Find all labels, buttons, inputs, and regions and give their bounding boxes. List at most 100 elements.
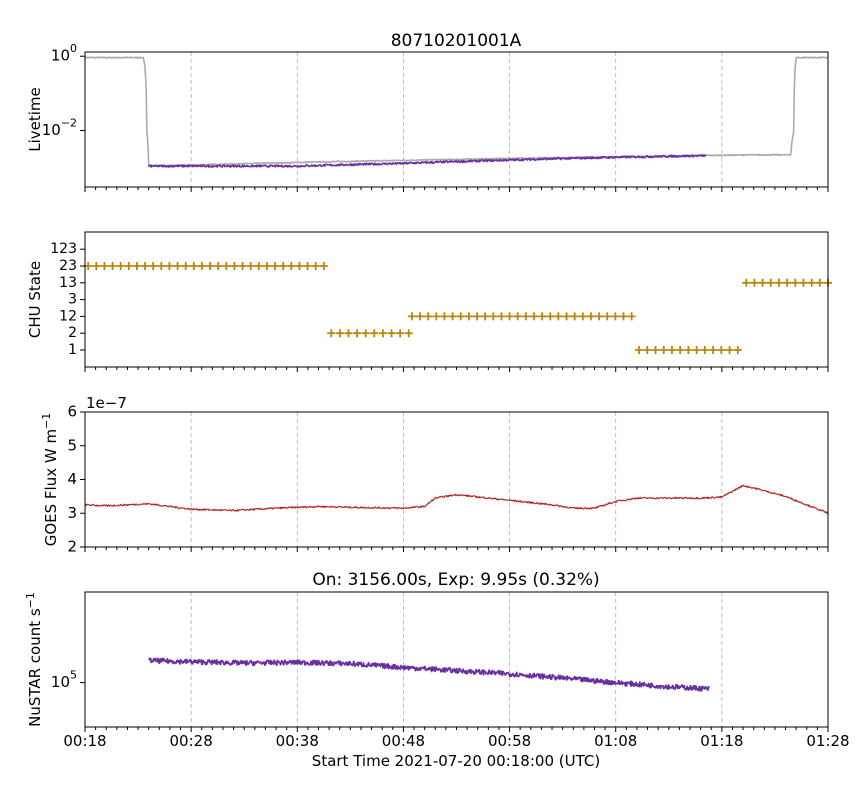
x-tick-label: 01:28 <box>806 732 849 750</box>
chu-state-marker <box>627 312 636 321</box>
chu-state-marker <box>578 312 587 321</box>
y-tick-label: 10−2 <box>42 116 77 139</box>
x-tick-label: 01:08 <box>594 732 637 750</box>
chu-state-marker <box>361 329 370 338</box>
goes-ylabel: GOES Flux W m−1 <box>40 413 60 547</box>
livetime-axes-frame <box>84 51 829 188</box>
chu-state-marker <box>456 312 465 321</box>
chu-state-marker <box>529 312 538 321</box>
y-tick-label: 4 <box>67 470 77 488</box>
chu-state-marker <box>651 346 660 354</box>
chu-state-marker <box>464 312 473 321</box>
chu-state-marker <box>505 312 514 321</box>
chu-state-marker <box>197 262 206 270</box>
goes-axes-frame <box>84 411 829 548</box>
chu-state-marker <box>404 329 413 338</box>
x-axis-label: Start Time 2021-07-20 00:18:00 (UTC) <box>312 752 600 770</box>
chu-state-marker <box>684 346 693 354</box>
chu-state-marker <box>254 262 263 270</box>
chu-state-marker <box>116 262 125 270</box>
chu-state-marker <box>815 278 824 287</box>
chu-state-marker <box>165 262 174 270</box>
chu-state-marker <box>432 312 441 321</box>
nustar-rate-series <box>147 657 710 692</box>
chu-state-marker <box>222 262 231 270</box>
chu-state-marker <box>733 346 742 354</box>
chu-state-marker <box>799 278 808 287</box>
chu-state-marker <box>416 312 425 321</box>
chu-state-marker <box>538 312 547 321</box>
chu-state-marker <box>246 262 255 270</box>
chu-state-marker <box>725 346 734 354</box>
chu-state-marker <box>635 346 644 354</box>
chu-category-label: 12 <box>59 308 77 324</box>
chu-category-label: 123 <box>50 241 77 257</box>
chu-state-marker <box>603 312 612 321</box>
chu-state-marker <box>643 346 652 354</box>
chu-state-marker <box>709 346 718 354</box>
chu-category-label: 23 <box>59 258 77 274</box>
chu-state-marker <box>667 346 676 354</box>
panel-goes: 1e−7 2 3 4 5 6 GOES Flux W m−1 <box>40 394 829 556</box>
chu-axes-frame <box>84 231 829 368</box>
chu-state-marker <box>766 278 775 287</box>
chu-state-marker <box>595 312 604 321</box>
x-tick-label: 00:48 <box>382 732 425 750</box>
x-tick-label: 00:38 <box>276 732 319 750</box>
chu-state-marker <box>370 329 379 338</box>
chu-state-marker <box>586 312 595 321</box>
livetime-purple-series <box>148 154 707 168</box>
chu-state-marker <box>344 329 353 338</box>
chu-state-marker <box>717 346 726 354</box>
chu-category-label: 2 <box>68 325 77 341</box>
chu-state-marker <box>783 278 792 287</box>
chu-state-marker <box>424 312 433 321</box>
chu-state-marker <box>396 329 405 338</box>
chu-state-marker <box>206 262 215 270</box>
chu-state-marker <box>335 329 344 338</box>
chu-state-marker <box>378 329 387 338</box>
chu-state-marker <box>157 262 166 270</box>
x-tick-label: 00:58 <box>488 732 531 750</box>
chu-state-marker <box>611 312 620 321</box>
y-tick-label: 2 <box>67 538 77 556</box>
chu-state-marker <box>807 278 816 287</box>
chu-state-marker <box>238 262 247 270</box>
chu-state-marker <box>700 346 709 354</box>
chu-state-marker <box>473 312 482 321</box>
chu-state-marker <box>481 312 490 321</box>
chu-state-marker <box>692 346 701 354</box>
chu-category-label: 13 <box>59 275 77 291</box>
chu-state-marker <box>84 262 93 270</box>
goes-offset-label: 1e−7 <box>86 394 127 412</box>
livetime-ylabel: Livetime <box>26 87 44 152</box>
chu-state-marker <box>387 329 396 338</box>
chu-state-marker <box>521 312 530 321</box>
nustar-ylabel: NuSTAR count s−1 <box>24 592 44 727</box>
nustar-axes-frame <box>84 591 829 728</box>
goes-flux-series <box>84 484 829 515</box>
chu-state-marker <box>303 262 312 270</box>
chu-state-marker <box>279 262 288 270</box>
chu-state-marker <box>554 312 563 321</box>
chu-state-marker <box>774 278 783 287</box>
chu-ylabel: CHU State <box>26 261 44 338</box>
chu-state-marker <box>311 262 320 270</box>
chu-state-marker <box>497 312 506 321</box>
chu-state-marker <box>676 346 685 354</box>
chu-state-marker <box>173 262 182 270</box>
y-tick-label: 3 <box>67 504 77 522</box>
y-tick-label: 6 <box>67 403 77 421</box>
chu-state-marker <box>92 262 101 270</box>
chu-state-marker <box>407 312 416 321</box>
chu-state-marker <box>791 278 800 287</box>
chu-state-marker <box>546 312 555 321</box>
chu-state-marker <box>181 262 190 270</box>
x-tick-label: 00:18 <box>63 732 106 750</box>
chu-state-marker <box>570 312 579 321</box>
chu-state-marker <box>513 312 522 321</box>
chu-state-marker <box>262 262 271 270</box>
chu-state-marker <box>108 262 117 270</box>
